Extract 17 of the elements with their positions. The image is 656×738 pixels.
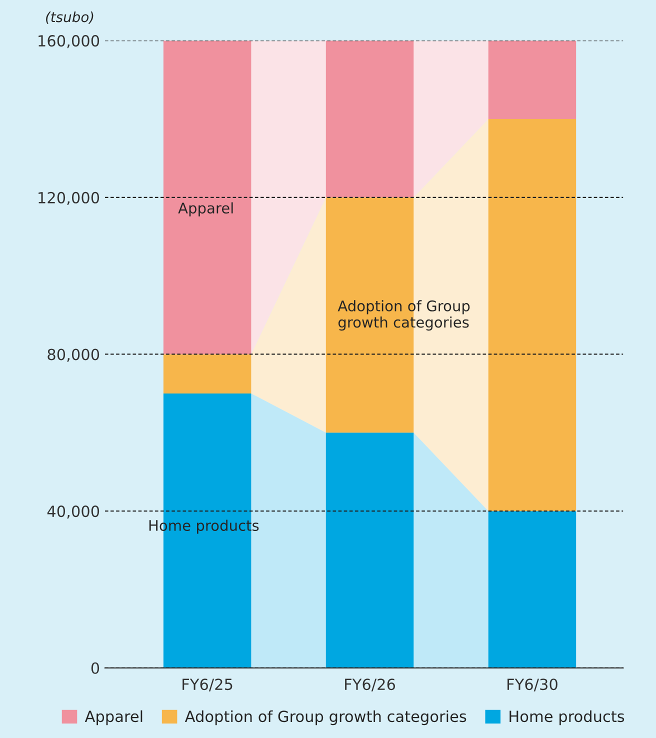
bar — [326, 40, 414, 198]
y-tick-label: 120,000 — [38, 192, 100, 205]
legend-label: Home products — [510, 710, 624, 726]
legend-label: Apparel — [84, 710, 142, 726]
y-axis-title: (tsubo) — [46, 11, 94, 24]
annotation: Apparel — [178, 202, 233, 216]
y-tick-label: 40,000 — [47, 506, 100, 519]
x-tick-label: FY6/30 — [508, 678, 558, 692]
bar — [488, 511, 576, 668]
x-tick-label: FY6/26 — [345, 678, 396, 692]
bar — [163, 354, 252, 394]
y-tick-label: 80,000 — [48, 348, 100, 362]
y-tick-label: 0 — [91, 662, 100, 674]
bar — [488, 40, 576, 120]
x-tick-label: FY6/25 — [182, 678, 232, 692]
legend-label: Adoption of Group growth categories — [184, 710, 466, 726]
y-tick-label: 160,000 — [38, 35, 100, 48]
